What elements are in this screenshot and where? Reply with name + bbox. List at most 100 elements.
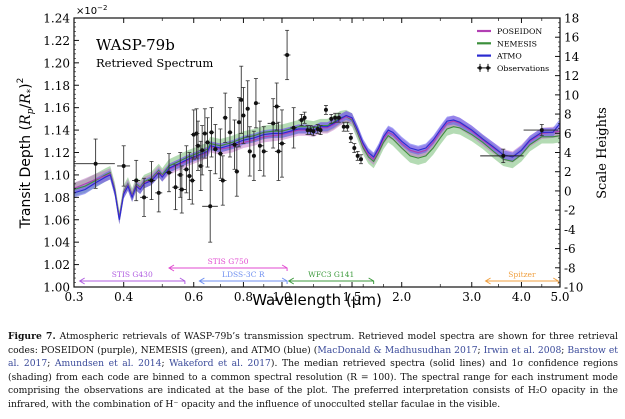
- legend-label: Observations: [497, 64, 549, 73]
- x-tick-label: 3.0: [462, 290, 481, 304]
- observation-point: [172, 164, 179, 211]
- x-tick-label: 5.0: [550, 290, 569, 304]
- y-right-tick-label: -8: [564, 261, 576, 275]
- observation-point: [132, 159, 141, 202]
- data-marker: [209, 130, 214, 135]
- y-right-tick-label: -2: [564, 204, 576, 218]
- arrow-head-right: [368, 277, 375, 284]
- observation-point: [178, 165, 187, 214]
- y-tick-label: 1.16: [43, 101, 70, 115]
- y-right-tick-label: 2: [564, 165, 572, 179]
- y-tick-label: 1.04: [43, 236, 70, 250]
- data-marker: [179, 187, 184, 192]
- observation-point: [231, 119, 238, 170]
- data-marker: [134, 178, 139, 183]
- observation-point: [480, 148, 524, 163]
- ref-link[interactable]: Barstow et al. 2017: [8, 344, 618, 370]
- legend-entry: Observations: [477, 63, 549, 73]
- data-marker: [239, 97, 244, 102]
- data-marker: [261, 149, 266, 154]
- observation-point: [523, 124, 559, 137]
- arrow-head-left: [484, 277, 491, 285]
- observation-point: [234, 146, 240, 197]
- observation-point: [236, 97, 242, 148]
- observation-point: [290, 107, 297, 149]
- data-marker: [341, 124, 346, 129]
- y-axis-label-right: Scale Heights: [595, 107, 610, 199]
- observation-point: [74, 138, 115, 189]
- observation-point: [311, 126, 316, 137]
- data-marker: [329, 116, 334, 121]
- y-axis-label: Transit Depth (Rp/R*)2: [16, 78, 36, 230]
- ref-link[interactable]: MacDonald & Madhusudhan 2017: [317, 344, 478, 356]
- y-right-tick-label: 16: [564, 31, 579, 45]
- data-marker: [190, 178, 195, 183]
- observation-point: [186, 152, 193, 200]
- observation-point: [117, 145, 131, 187]
- data-marker: [167, 170, 172, 175]
- observation-point: [245, 80, 250, 138]
- data-marker: [274, 104, 279, 109]
- data-marker: [318, 128, 323, 133]
- data-marker: [227, 130, 232, 135]
- instrument-label: WFC3 G141: [308, 270, 354, 279]
- instrument-label: STIS G750: [208, 257, 249, 266]
- data-marker: [285, 52, 290, 57]
- data-marker: [220, 178, 225, 183]
- y-tick-label: 1.20: [43, 56, 70, 70]
- data-marker: [223, 115, 228, 120]
- data-marker: [253, 101, 258, 106]
- observation-point: [348, 133, 353, 143]
- instrument-label: Spitzer: [508, 270, 536, 279]
- arrow-head-left: [78, 277, 85, 285]
- y-right-tick-label: -10: [564, 281, 583, 295]
- ref-link[interactable]: Wakeford et al. 2017: [169, 358, 271, 370]
- legend-label: POSEIDON: [497, 27, 542, 36]
- observations: [74, 29, 559, 243]
- observation-point: [241, 87, 246, 144]
- data-marker: [302, 115, 307, 120]
- data-marker: [187, 174, 192, 179]
- observation-point: [189, 156, 196, 205]
- legend-entry: NEMESIS: [477, 39, 537, 48]
- data-marker: [245, 106, 250, 111]
- observation-point: [345, 121, 350, 132]
- legend: POSEIDON NEMESIS ATMO Observations: [477, 27, 549, 73]
- observation-point: [208, 107, 215, 158]
- observation-point: [278, 109, 286, 178]
- observation-point: [358, 154, 363, 165]
- y-tick-label: 1.12: [43, 146, 70, 160]
- x-tick-label: 1.5: [342, 290, 361, 304]
- y-right-tick-label: -6: [564, 242, 576, 256]
- instrument-range: STIS G430: [78, 270, 186, 285]
- observation-point: [302, 111, 307, 124]
- figure: STIS G430 STIS G750 LDSS-3C R WFC3 G141 Spit…: [16, 4, 610, 309]
- instrument-range: STIS G750: [168, 257, 288, 272]
- figure-caption: Figure 7. Atmospheric retrievals of WASP…: [8, 331, 618, 410]
- data-marker: [299, 117, 304, 122]
- data-marker: [156, 190, 161, 195]
- data-marker: [196, 143, 201, 148]
- data-marker: [178, 172, 183, 177]
- data-marker: [247, 149, 252, 154]
- y-right-tick-label: 4: [564, 146, 572, 160]
- arrow-head-right: [281, 277, 288, 284]
- data-marker: [333, 115, 338, 120]
- data-marker: [276, 149, 281, 154]
- observation-point: [195, 120, 201, 171]
- data-marker: [358, 157, 363, 162]
- line-nemesis: [73, 116, 561, 218]
- observation-point: [202, 108, 208, 159]
- data-marker: [336, 115, 341, 120]
- ref-link[interactable]: Irwin et al. 2008: [483, 344, 562, 356]
- ref-link[interactable]: Amundsen et al. 2014: [54, 358, 162, 370]
- data-marker: [173, 185, 178, 190]
- data-marker: [213, 147, 218, 152]
- legend-label: ATMO: [496, 52, 522, 61]
- data-marker: [345, 124, 350, 129]
- y-tick-label: 1.00: [43, 281, 70, 295]
- observation-point: [165, 153, 173, 193]
- chart-title: WASP-79b: [96, 36, 175, 54]
- observation-point: [251, 130, 256, 181]
- y-right-tick-label: 8: [564, 108, 572, 122]
